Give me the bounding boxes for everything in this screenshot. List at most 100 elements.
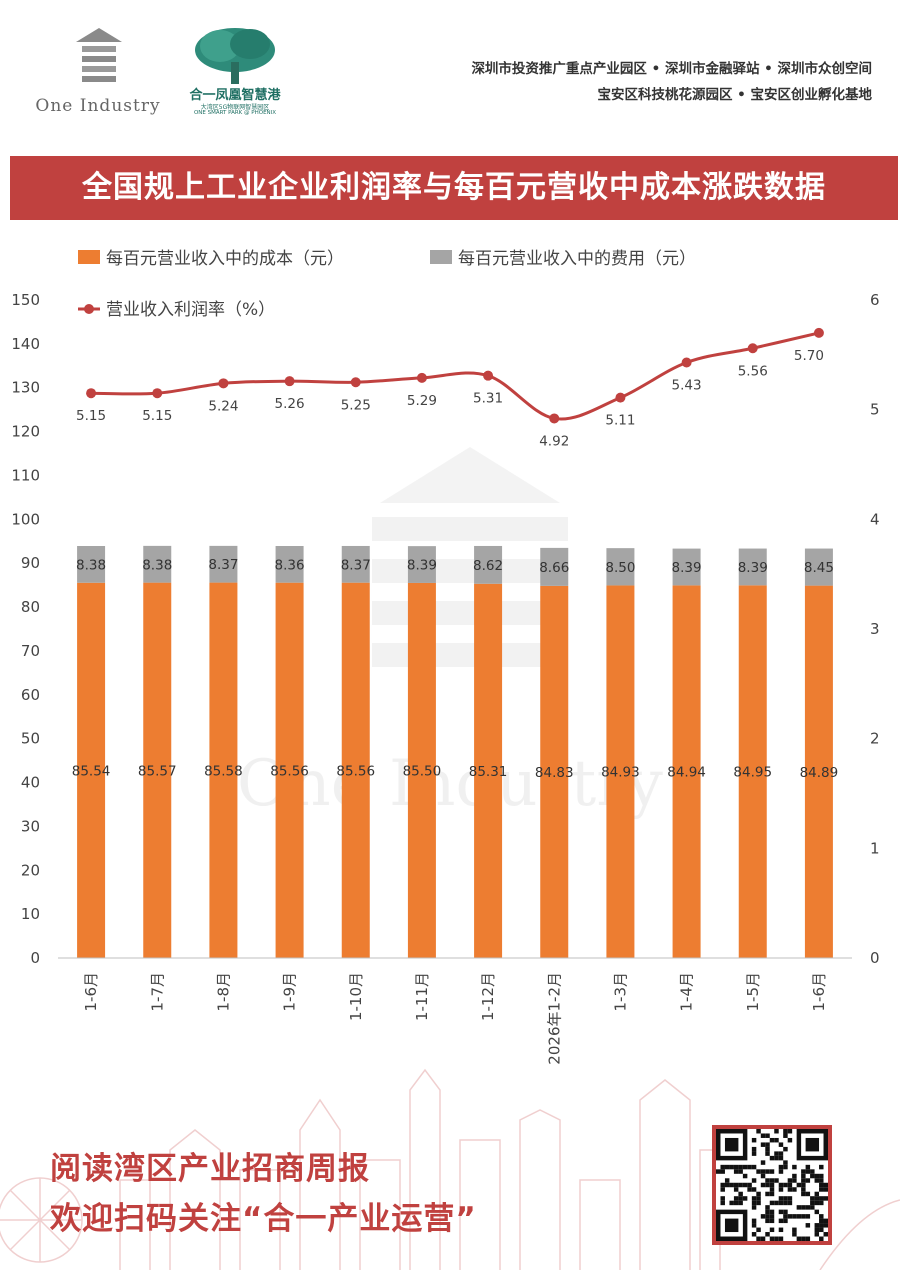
profit-rate-point [681,357,692,368]
legend-swatch-cost [78,250,100,264]
profit-rate-point [152,388,163,399]
logo-one-industry: One Industry [28,22,168,122]
x-tick-label: 1-10月 [347,972,365,1021]
x-tick-label: 1-6月 [82,972,100,1012]
bar-expense [143,545,172,583]
banner-title: 全国规上工业企业利润率与每百元营收中成本涨跌数据 [10,156,898,220]
legend-swatch-expense [430,250,452,264]
profit-rate-point [218,378,229,389]
y-right-tick-label: 1 [870,839,880,857]
legend-label-expense: 每百元营业收入中的费用（元） [458,249,696,269]
bar-expense [341,545,370,583]
data-label-cost: 84.83 [535,765,574,781]
y-right-tick-label: 6 [870,291,880,309]
data-label-rate: 5.15 [142,408,172,424]
y-right-tick-label: 2 [870,730,880,748]
profit-rate-point [813,327,824,338]
svg-text:One Industry: One Industry [237,747,663,821]
y-left-tick-label: 50 [21,730,40,748]
profit-rate-point [747,343,758,354]
x-tick-label: 1-5月 [744,972,762,1012]
bar-cost [474,583,503,958]
bar-expense [672,548,701,586]
qr-code-icon [716,1129,828,1241]
x-tick-label: 1-6月 [810,972,828,1012]
y-left-tick-label: 150 [11,291,40,309]
bar-expense [209,545,238,583]
legend-label-rate: 营业收入利润率（%） [106,300,275,320]
bar-expense [738,548,767,586]
bar-cost [804,585,833,958]
bar-cost [143,582,172,958]
data-label-cost: 85.57 [138,763,177,779]
bar-expense [407,546,436,583]
bar-expense [275,546,304,583]
data-label-expense: 8.66 [539,560,569,576]
profit-rate-point [483,370,494,381]
bar-cost [341,582,370,958]
bar-expense [474,545,503,584]
y-left-tick-label: 80 [21,598,40,616]
data-label-rate: 5.31 [473,391,503,407]
footer-line1: 阅读湾区产业招商周报 [50,1151,370,1187]
profit-rate-point [284,376,295,387]
profit-rate-point [86,388,97,399]
y-left-tick-label: 110 [11,466,40,484]
data-label-rate: 4.92 [539,433,569,449]
bar-expense [540,547,569,586]
footer-line2: 欢迎扫码关注“合一产业运营” [50,1201,477,1237]
data-label-rate: 5.24 [208,398,238,414]
profit-rate-point [416,372,427,383]
data-label-expense: 8.37 [341,557,371,573]
y-left-tick-label: 70 [21,642,40,660]
bar-cost [275,582,304,958]
x-tick-label: 1-12月 [479,972,497,1021]
bar-cost [540,585,569,958]
y-left-tick-label: 140 [11,335,40,353]
y-left-tick-label: 100 [11,510,40,528]
data-label-rate: 5.11 [605,413,635,429]
x-tick-label: 1-4月 [678,972,696,1012]
legend-swatch-rate-dot [84,304,94,314]
bar-cost [738,585,767,958]
data-label-cost: 85.54 [72,763,111,779]
bar-cost [407,582,436,958]
header-tags-line2: 宝安区科技桃花源园区 • 宝安区创业孵化基地 [597,87,872,103]
data-label-expense: 8.39 [672,560,702,576]
data-label-rate: 5.26 [275,396,305,412]
data-label-cost: 85.31 [469,764,508,780]
watermark: One Industry [237,447,663,821]
data-label-expense: 8.50 [605,560,635,576]
data-label-cost: 84.93 [601,765,640,781]
data-label-expense: 8.38 [142,557,172,573]
bar-cost [77,582,106,958]
data-label-rate: 5.43 [672,378,702,394]
data-label-expense: 8.39 [407,558,437,574]
header-tags: 深圳市投资推广重点产业园区 • 深圳市金融驿站 • 深圳市众创空间 宝安区科技桃… [471,56,872,108]
profit-rate-point [350,377,361,388]
x-tick-label: 1-7月 [148,972,166,1012]
y-left-tick-label: 10 [21,905,40,923]
one-industry-logo-icon [76,28,122,82]
logo-one-industry-text: One Industry [35,96,161,116]
y-left-tick-label: 20 [21,861,40,879]
profit-rate-path [91,331,820,421]
y-left-tick-label: 60 [21,686,40,704]
data-label-expense: 8.39 [738,560,768,576]
bar-expense [804,548,833,586]
x-tick-label: 1-11月 [413,972,431,1021]
qr-code[interactable] [712,1125,832,1245]
y-left-tick-label: 30 [21,817,40,835]
data-label-rate: 5.56 [738,363,768,379]
data-label-rate: 5.15 [76,408,106,424]
bar-expense [77,546,106,583]
data-label-cost: 85.58 [204,763,243,779]
header-tags-line1: 深圳市投资推广重点产业园区 • 深圳市金融驿站 • 深圳市众创空间 [471,61,872,77]
y-right-tick-label: 3 [870,620,880,638]
y-right-tick-label: 5 [870,401,880,419]
data-label-rate: 5.29 [407,393,437,409]
data-label-cost: 85.50 [403,763,442,779]
bar-expense [606,548,635,586]
profit-rate-point [549,413,560,424]
data-label-cost: 84.94 [667,765,706,781]
